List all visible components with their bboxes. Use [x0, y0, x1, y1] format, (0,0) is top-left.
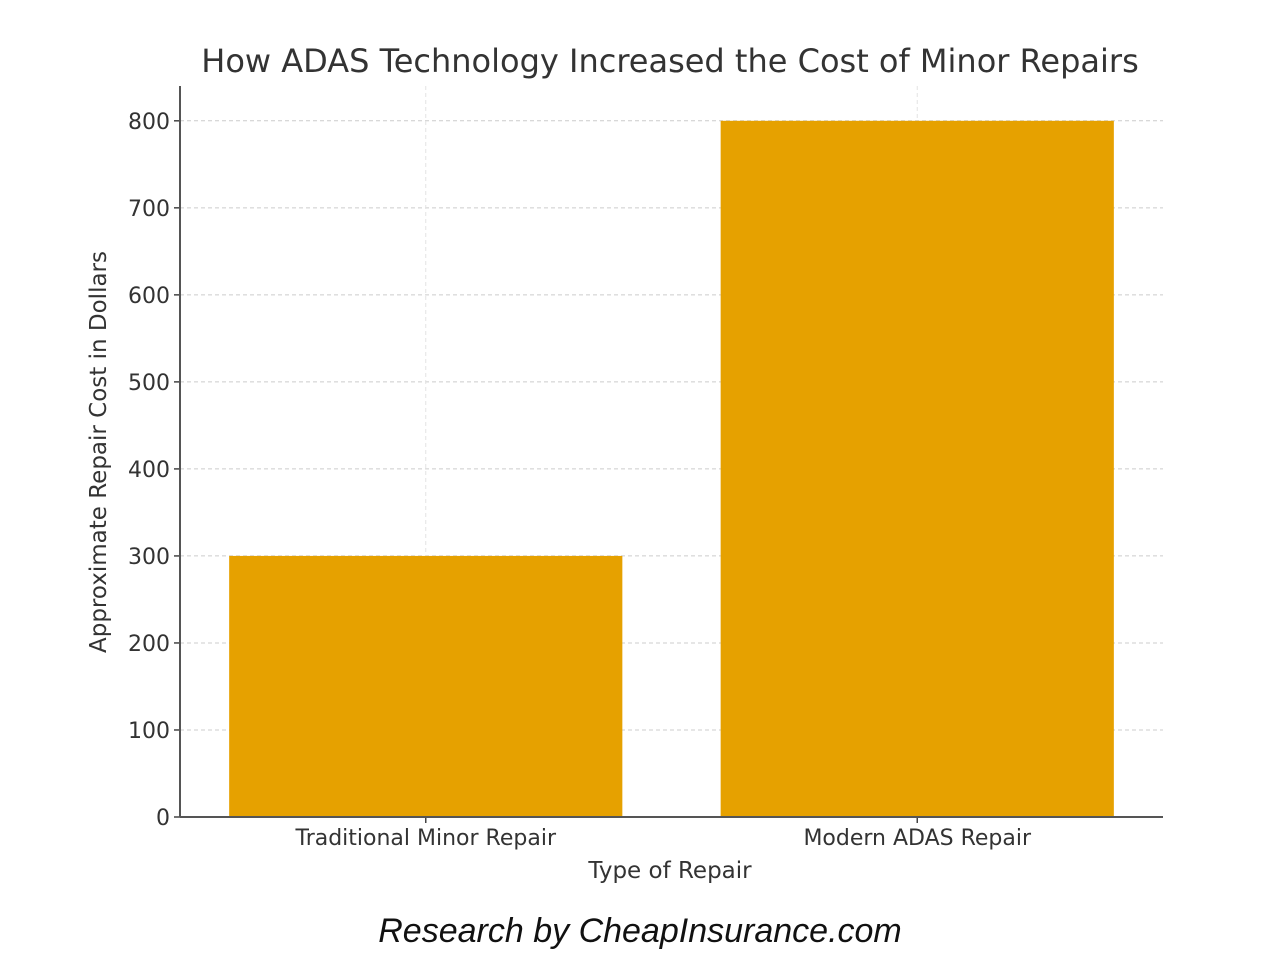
x-tick-label: Traditional Minor Repair	[294, 826, 556, 851]
y-tick-label: 400	[128, 458, 170, 483]
y-tick-label: 700	[128, 197, 170, 222]
y-axis-label: Approximate Repair Cost in Dollars	[86, 251, 112, 653]
y-tick-label: 500	[128, 371, 170, 396]
y-tick-label: 800	[128, 110, 170, 135]
credit-text: Research by CheapInsurance.com	[378, 912, 902, 950]
x-tick-label: Modern ADAS Repair	[803, 826, 1032, 851]
x-axis-label: Type of Repair	[587, 858, 752, 884]
y-tick-label: 600	[128, 284, 170, 309]
y-tick-label: 100	[128, 719, 170, 744]
y-tick-label: 0	[156, 806, 170, 831]
y-tick-label: 200	[128, 632, 170, 657]
bar	[229, 555, 623, 817]
bar	[720, 120, 1114, 818]
chart-title: How ADAS Technology Increased the Cost o…	[201, 42, 1138, 80]
y-tick-label: 300	[128, 545, 170, 570]
